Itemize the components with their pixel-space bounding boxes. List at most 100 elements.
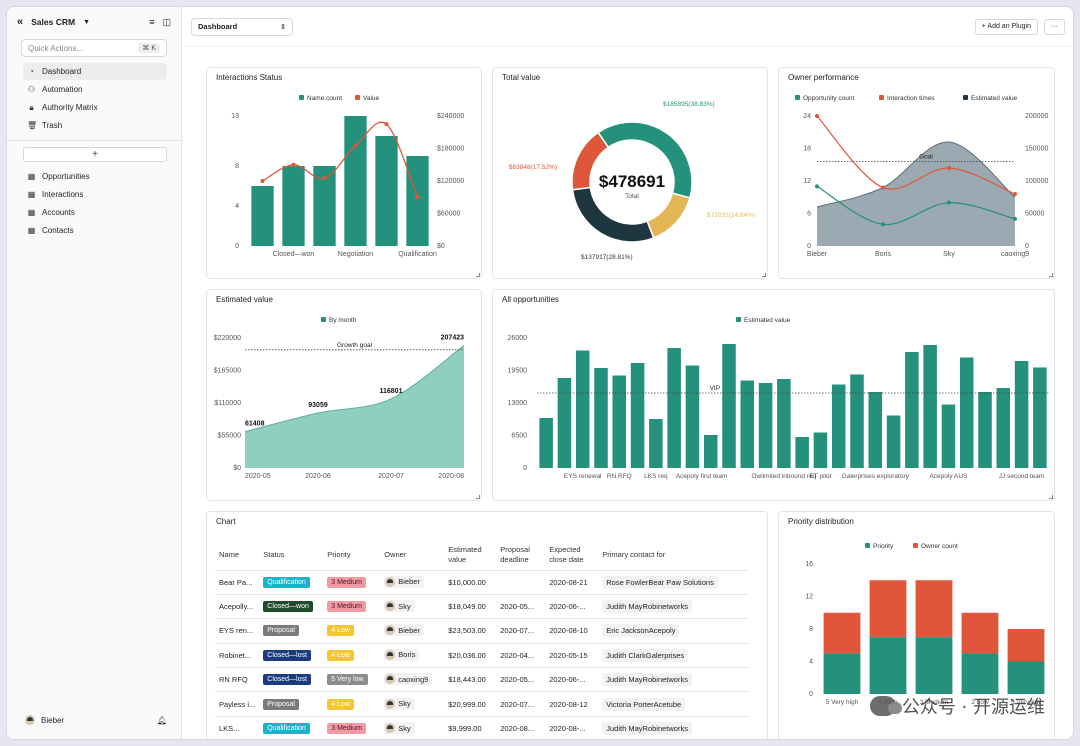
- cell-deadline[interactable]: 2020-07...: [496, 618, 546, 644]
- sidebar-item-automation[interactable]: ⚇ Automation: [23, 81, 167, 98]
- resize-handle[interactable]: [762, 273, 766, 277]
- card-interactions-status[interactable]: Interactions Status Name.count Value 0 4 8 13…: [206, 67, 482, 279]
- cell-contact[interactable]: Judith MayRobinetworks: [598, 667, 749, 693]
- column-header[interactable]: Owner: [380, 540, 445, 571]
- cell-close[interactable]: 2020-05-15: [545, 643, 599, 669]
- cell-owner[interactable]: Bieber: [380, 618, 445, 644]
- cell-owner[interactable]: caoxing9: [380, 667, 445, 693]
- column-header[interactable]: Proposal deadline: [496, 540, 546, 571]
- cell-owner[interactable]: Sky: [380, 594, 445, 620]
- cell-value[interactable]: $20,036.00: [444, 643, 497, 669]
- card-owner-performance[interactable]: Owner performance Opportunity count Inter…: [778, 67, 1055, 279]
- avatar[interactable]: [25, 715, 35, 725]
- resize-handle[interactable]: [476, 495, 480, 499]
- resize-handle[interactable]: [1049, 495, 1053, 499]
- column-header[interactable]: Estimated value: [444, 540, 497, 571]
- column-header[interactable]: Status: [259, 540, 324, 571]
- cell-deadline[interactable]: 2020-04...: [496, 643, 546, 669]
- cell-value[interactable]: $9,999.00: [444, 716, 497, 739]
- cell-priority[interactable]: 4 Low: [323, 691, 381, 717]
- column-header[interactable]: Priority: [323, 540, 381, 571]
- table-item-contacts[interactable]: ▦ Contacts: [23, 222, 167, 239]
- sidebar-item-dashboard[interactable]: ◔ Dashboard: [23, 63, 167, 80]
- cell-priority[interactable]: 4 Low: [323, 643, 381, 669]
- column-header[interactable]: Expected close date: [545, 540, 599, 571]
- cell-contact[interactable]: Eric JacksonAcepoly: [598, 618, 749, 644]
- cell-value[interactable]: $18,443.00: [444, 667, 497, 693]
- resize-handle[interactable]: [476, 273, 480, 277]
- table-row[interactable]: RN RFQ Closed—lost 5 Very low caoxing9 $18,4…: [215, 667, 749, 693]
- cell-owner[interactable]: Sky: [380, 716, 445, 739]
- table-item-opportunities[interactable]: ▦ Opportunities: [23, 168, 167, 185]
- cell-contact[interactable]: Judith ClarkGalerprises: [598, 643, 749, 669]
- bell-icon[interactable]: 🔔︎: [156, 715, 167, 725]
- cell-contact[interactable]: Judith MayRobinetworks: [598, 594, 749, 620]
- app-name[interactable]: Sales CRM: [31, 17, 76, 27]
- cell-close[interactable]: 2020-06-...: [545, 594, 599, 620]
- cell-close[interactable]: 2020-08-...: [545, 716, 599, 739]
- card-priority-distribution[interactable]: Priority distribution Priority Owner coun…: [778, 511, 1055, 739]
- sidebar-item-authority-matrix[interactable]: 🔒︎ Authority Matrix: [23, 99, 167, 116]
- cell-value[interactable]: $20,999.00: [444, 691, 497, 717]
- card-total-value[interactable]: Total value $185895(38.83%) $71031(14.84%…: [492, 67, 768, 279]
- cell-deadline[interactable]: 2020-08...: [496, 716, 546, 739]
- column-header[interactable]: Name: [215, 540, 260, 571]
- cell-status[interactable]: Closed—lost: [259, 643, 324, 669]
- cell-name[interactable]: Acepolly...: [215, 594, 260, 620]
- cell-contact[interactable]: Victoria PorterAcetube: [598, 691, 749, 717]
- cell-priority[interactable]: 3 Medium: [323, 594, 381, 620]
- cell-owner[interactable]: Bieber: [380, 570, 445, 595]
- more-button[interactable]: ···: [1044, 18, 1065, 35]
- menu-icon[interactable]: ≡: [149, 16, 155, 27]
- cell-deadline[interactable]: [496, 570, 546, 595]
- cell-name[interactable]: LKS...: [215, 716, 260, 739]
- table-row[interactable]: Robinet... Closed—lost 4 Low Boris $20,036.0…: [215, 643, 749, 669]
- cell-status[interactable]: Proposal: [259, 691, 324, 717]
- collapse-sidebar-icon[interactable]: «: [17, 16, 24, 28]
- cell-name[interactable]: EYS ren...: [215, 618, 260, 644]
- cell-close[interactable]: 2020-08-12: [545, 691, 599, 717]
- cell-owner[interactable]: Sky: [380, 691, 445, 717]
- chevron-down-icon[interactable]: ▼: [83, 18, 90, 26]
- cell-name[interactable]: Robinet...: [215, 643, 260, 669]
- quick-actions-input[interactable]: Quick Actions... ⌘ K: [21, 39, 167, 57]
- card-estimated-value[interactable]: Estimated value By month $0 $55000 $110000 $…: [206, 289, 482, 501]
- cell-deadline[interactable]: 2020-07...: [496, 691, 546, 717]
- cell-close[interactable]: 2020-08-10: [545, 618, 599, 644]
- column-header[interactable]: Primary contact for: [598, 540, 749, 571]
- cell-status[interactable]: Closed—lost: [259, 667, 324, 693]
- cell-status[interactable]: Qualification: [259, 570, 324, 595]
- cell-name[interactable]: Bear Pa...: [215, 570, 260, 595]
- cell-value[interactable]: $18,049.00: [444, 594, 497, 620]
- cell-owner[interactable]: Boris: [380, 643, 445, 669]
- cell-close[interactable]: 2020-06-...: [545, 667, 599, 693]
- cell-name[interactable]: Payless i...: [215, 691, 260, 717]
- table-row[interactable]: Acepolly... Closed—won 3 Medium Sky $18,049.…: [215, 594, 749, 620]
- cell-priority[interactable]: 3 Medium: [323, 716, 381, 739]
- panel-toggle-icon[interactable]: ◫: [162, 16, 171, 27]
- add-table-button[interactable]: +: [23, 147, 167, 162]
- table-row[interactable]: EYS ren... Proposal 4 Low Bieber $23,503.00 2…: [215, 618, 749, 644]
- cell-status[interactable]: Proposal: [259, 618, 324, 644]
- cell-deadline[interactable]: 2020-05...: [496, 667, 546, 693]
- cell-priority[interactable]: 5 Very low: [323, 667, 381, 693]
- user-name[interactable]: Bieber: [41, 715, 65, 725]
- cell-value[interactable]: $23,503.00: [444, 618, 497, 644]
- table-row[interactable]: LKS... Qualification 3 Medium Sky $9,999.00 2…: [215, 716, 749, 739]
- card-all-opportunities[interactable]: All opportunities Estimated value 0 6500 13…: [492, 289, 1055, 501]
- cell-contact[interactable]: Rose FowlerBear Paw Solutions: [598, 570, 749, 595]
- cell-status[interactable]: Closed—won: [259, 594, 324, 620]
- table-row[interactable]: Bear Pa... Qualification 3 Medium Bieber $10…: [215, 570, 749, 595]
- cell-value[interactable]: $10,000.00: [444, 570, 497, 595]
- card-chart-table[interactable]: Chart Name Status Priority Owner Estimated v…: [206, 511, 768, 739]
- cell-close[interactable]: 2020-08-21: [545, 570, 599, 595]
- cell-contact[interactable]: Judith MayRobinetworks: [598, 716, 749, 739]
- sidebar-item-trash[interactable]: 🗑︎ Trash: [23, 117, 167, 134]
- resize-handle[interactable]: [1049, 273, 1053, 277]
- table-item-accounts[interactable]: ▦ Accounts: [23, 204, 167, 221]
- cell-priority[interactable]: 3 Medium: [323, 570, 381, 595]
- cell-deadline[interactable]: 2020-05...: [496, 594, 546, 620]
- table-row[interactable]: Payless i... Proposal 4 Low Sky $20,999.00 20…: [215, 691, 749, 717]
- cell-name[interactable]: RN RFQ: [215, 667, 260, 693]
- table-item-interactions[interactable]: ▦ Interactions: [23, 186, 167, 203]
